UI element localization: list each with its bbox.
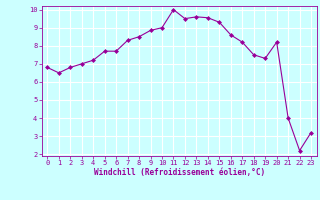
X-axis label: Windchill (Refroidissement éolien,°C): Windchill (Refroidissement éolien,°C) bbox=[94, 168, 265, 177]
